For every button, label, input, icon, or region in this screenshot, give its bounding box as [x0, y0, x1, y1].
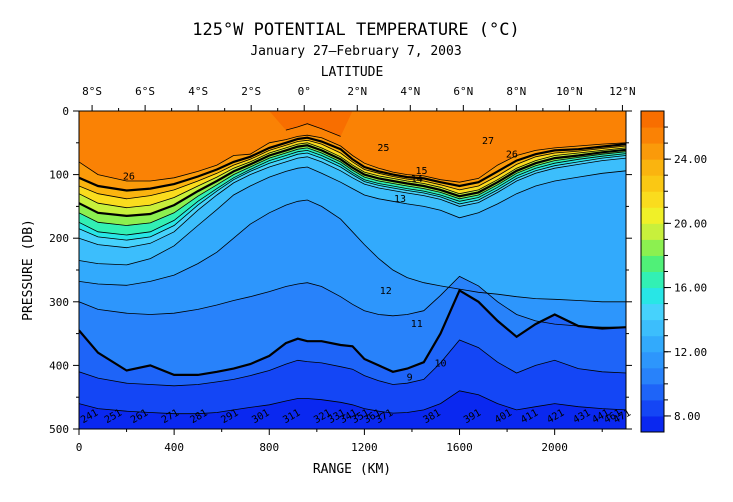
- top-axis-label: LATITUDE: [321, 65, 384, 80]
- y-axis-label: PRESSURE (DB): [21, 219, 36, 321]
- contour-label: 14: [411, 174, 423, 185]
- isotherm-12-line: [79, 199, 626, 303]
- colorbar-tick-label: 20.00: [674, 217, 707, 230]
- chart-subtitle: January 27—February 7, 2003: [250, 44, 461, 59]
- x-tick-label: 1200: [351, 441, 378, 454]
- isotherm-27-line: [285, 123, 341, 137]
- colorbar-swatch: [641, 255, 664, 272]
- contour-fill-area: [79, 111, 626, 429]
- contour-label: 13: [394, 194, 406, 205]
- contour-lines: [79, 123, 626, 415]
- colorbar-tick-label: 8.00: [674, 410, 701, 423]
- colorbar-swatch: [641, 127, 664, 144]
- isotherm-8-line: [79, 390, 626, 415]
- isotherm-18-line: [79, 147, 626, 226]
- colorbar-tick-label: 12.00: [674, 346, 707, 359]
- colorbar-swatch: [641, 319, 664, 337]
- x-tick-label: 800: [259, 441, 279, 454]
- isotherm-16-line: [79, 149, 626, 236]
- isotherm-15-line: [79, 152, 626, 241]
- x-tick-label: 400: [164, 441, 184, 454]
- contour-label: 10: [434, 359, 446, 370]
- y-tick-label: 300: [49, 296, 69, 309]
- contour-label: 12: [380, 286, 392, 297]
- isotherm-14-line: [79, 156, 626, 249]
- x-tick-label: 0: [76, 441, 83, 454]
- colorbar-swatch: [641, 191, 664, 208]
- isotherm-24-line: [79, 139, 626, 200]
- isotherm-20-line: [79, 144, 626, 218]
- x-tick-label: 2000: [541, 441, 568, 454]
- colorbar-swatch: [641, 271, 664, 289]
- top-tick-label: 2°N: [347, 85, 367, 98]
- top-tick-label: 8°N: [506, 85, 526, 98]
- isotherm-10-line: [79, 288, 626, 376]
- colorbar-swatch: [641, 399, 664, 417]
- band-below-8: [79, 390, 626, 429]
- contour-label: 15: [415, 166, 427, 177]
- isotherm-26-line: [79, 134, 626, 183]
- top-tick-label: 4°N: [400, 85, 420, 98]
- chart-title: 125°W POTENTIAL TEMPERATURE (°C): [192, 20, 520, 40]
- top-tick-label: 4°S: [188, 85, 208, 98]
- colorbar-swatch: [641, 351, 664, 369]
- y-tick-label: 500: [49, 423, 69, 436]
- colorbar-swatch: [641, 111, 664, 128]
- top-tick-label: 8°S: [82, 85, 102, 98]
- contour-label: 26: [506, 149, 518, 160]
- colorbar-swatch: [641, 143, 664, 160]
- top-tick-label: 12°N: [609, 85, 636, 98]
- y-tick-label: 0: [62, 105, 69, 118]
- isotherm-11-line: [79, 275, 626, 328]
- contour-label: 27: [482, 136, 494, 147]
- x-tick-label: 1600: [446, 441, 473, 454]
- colorbar-swatch: [641, 175, 664, 192]
- top-tick-label: 10°N: [556, 85, 583, 98]
- contour-label: 11: [411, 319, 423, 330]
- isotherm-25-line: [79, 136, 626, 192]
- contour-label: 9: [407, 373, 413, 384]
- colorbar-swatch: [641, 383, 664, 401]
- colorbar-swatch: [641, 207, 664, 224]
- colorbar-swatch: [641, 159, 664, 176]
- colorbar: 8.00 12.00 16.00 20.00 24.00: [640, 110, 707, 433]
- y-tick-label: 400: [49, 359, 69, 372]
- y-tick-label: 100: [49, 169, 69, 182]
- isotherm-22-line: [79, 142, 626, 209]
- top-tick-label: 6°N: [453, 85, 473, 98]
- colorbar-swatch: [641, 239, 664, 256]
- top-tick-label: 2°S: [241, 85, 261, 98]
- axes: 0 400 800 1200 1600 2000 0 100 200 300 400 500 8°S 6°…: [49, 85, 636, 454]
- colorbar-swatch: [641, 303, 664, 321]
- contour-label: 26: [123, 172, 135, 183]
- colorbar-swatch: [641, 335, 664, 353]
- top-tick-label: 0°: [298, 85, 311, 98]
- colorbar-swatch: [641, 223, 664, 240]
- top-tick-label: 6°S: [135, 85, 155, 98]
- isotherm-13-line: [79, 166, 626, 266]
- colorbar-swatch: [641, 287, 664, 305]
- colorbar-tick-label: 24.00: [674, 153, 707, 166]
- y-tick-label: 200: [49, 232, 69, 245]
- isotherm-9-line: [79, 339, 626, 387]
- colorbar-tick-label: 16.00: [674, 282, 707, 295]
- colorbar-swatch: [641, 367, 664, 385]
- x-axis-label: RANGE (KM): [313, 462, 391, 477]
- colorbar-swatch: [641, 415, 664, 433]
- contour-label: 25: [377, 143, 389, 154]
